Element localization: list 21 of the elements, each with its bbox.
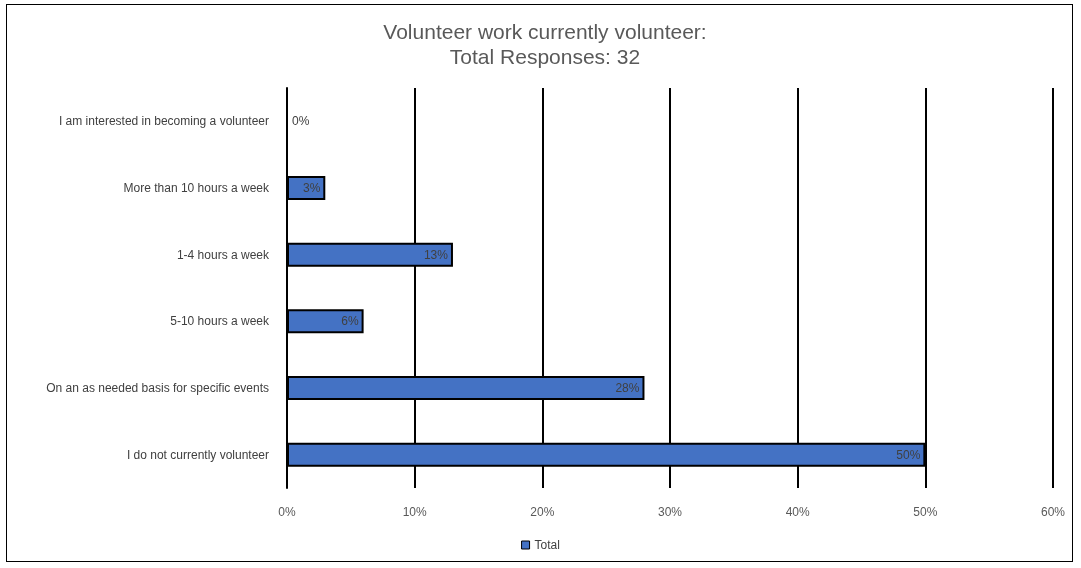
data-label: 28% [615,381,640,395]
legend-label: Total [534,538,560,552]
x-tick-label: 40% [785,505,810,519]
data-label: 6% [341,314,359,329]
y-tick-label: 5-10 hours a week [170,314,270,329]
x-tick-label: 10% [402,505,427,519]
y-tick-label: 1-4 hours a week [176,247,270,262]
chart-title: Volunteer work currently volunteer: Total Responses: 32 [383,20,707,68]
y-tick-label: I am interested in becoming a volunteer [58,114,269,129]
x-tick-label: 0% [278,505,296,519]
data-label: 0% [292,114,310,129]
data-label: 13% [423,247,449,262]
y-tick-label: More than 10 hours a week [123,181,270,195]
x-tick-label: 50% [913,505,938,519]
x-tick-label: 60% [1040,505,1066,519]
data-label: 50% [896,447,921,462]
data-label: 3% [302,181,321,195]
y-tick-label: On an as needed basis for specific events [46,381,269,395]
x-tick-label: 30% [657,505,683,519]
x-tick-label: 20% [530,505,555,519]
y-tick-label: I do not currently volunteer [126,447,269,462]
